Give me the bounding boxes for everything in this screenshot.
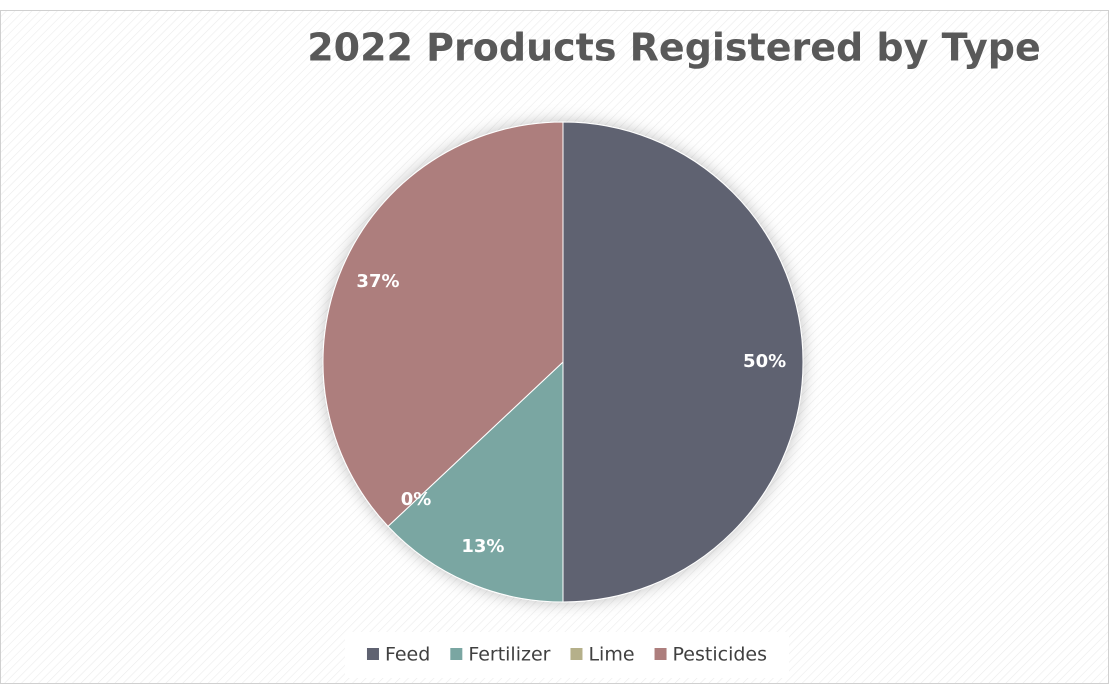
data-label: 13% [461,536,504,557]
data-label: 0% [401,489,432,510]
data-label: 50% [743,351,786,372]
pie-slice [322,121,564,527]
legend-swatch [654,648,667,660]
legend-label: Lime [588,644,634,666]
legend-swatch [450,648,463,660]
data-label: 37% [356,271,399,292]
legend-swatch [570,648,583,660]
chart-title: 2022 Products Registered by Type [307,26,1041,70]
pie-slice [387,360,564,603]
legend-label: Feed [385,644,430,666]
pie [322,121,804,603]
legend-label: Fertilizer [468,644,550,666]
legend-swatch [366,648,379,660]
legend-background [344,632,790,678]
legend-label: Pesticides [673,644,767,666]
pie-slice [562,121,804,603]
